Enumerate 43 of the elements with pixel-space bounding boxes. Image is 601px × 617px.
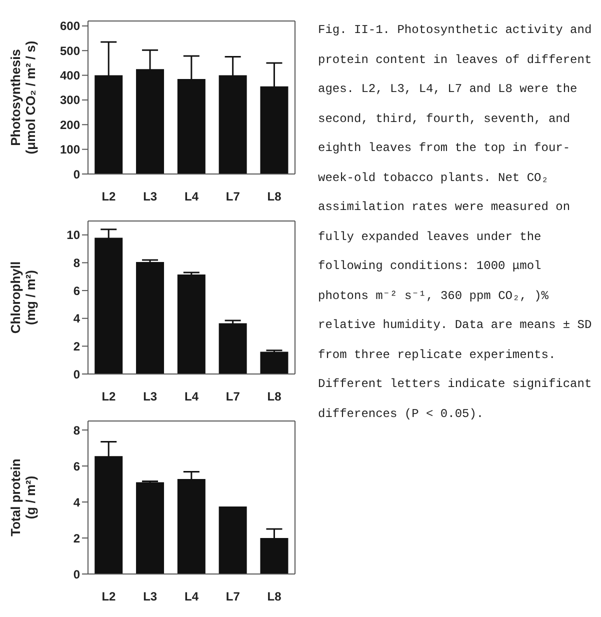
y-tick-label: 4 [73, 312, 80, 326]
x-tick-label: L2 [102, 190, 116, 204]
x-tick-label: L4 [184, 190, 199, 204]
bar [177, 274, 206, 374]
y-tick-label: 0 [73, 167, 80, 182]
y-tick-label: 200 [60, 118, 80, 132]
x-tick-label: L3 [143, 390, 158, 404]
y-tick-label: 2 [73, 531, 80, 546]
y-tick-label: 6 [73, 284, 80, 298]
bar [218, 323, 247, 374]
y-tick-label: 600 [60, 19, 80, 34]
x-tick-label: L3 [143, 190, 158, 204]
x-tick-label: L8 [267, 390, 282, 404]
x-tick-label: L4 [184, 390, 199, 404]
x-tick-label: L8 [267, 190, 282, 204]
y-tick-label: 300 [60, 93, 80, 108]
bar [136, 482, 164, 574]
x-tick-label: L8 [267, 590, 282, 604]
y-tick-label: 6 [73, 459, 80, 474]
y-axis-title: Photosynthesis (μmol CO₂ / m² / s) [8, 40, 38, 154]
y-tick-label: 0 [73, 567, 80, 582]
y-tick-label: 8 [73, 256, 80, 270]
y-tick-label: 4 [73, 495, 80, 510]
y-tick-label: 0 [73, 367, 80, 382]
bar [260, 352, 288, 374]
y-tick-label: 2 [73, 339, 80, 354]
y-tick-label: 10 [66, 228, 80, 242]
y-axis-title: Chlorophyll (mg / m²) [8, 261, 38, 334]
y-axis-title: Total protein (g / m²) [8, 458, 38, 536]
text: Fig. II-1. Photosynthetic activity and protein content in leaves of different ages. L2, L3, L4, L7 and L8 were the second, third, fourth, seventh, and eighth leaves from the top in four-week-old tobacco plants. Net CO₂ assimilation rates were measured on fully expanded leaves under the following conditions: 1000 μmol photons m⁻² s⁻¹, 360 ppm CO₂, )% relative humidity. Data are means ± SD from three replicate experiments. Different letters indicate significant differences (P < 0.05). [318, 23, 592, 420]
bar [136, 262, 164, 374]
bar [218, 506, 247, 574]
y-tick-label: 8 [73, 423, 80, 438]
x-tick-label: L2 [102, 390, 116, 404]
y-tick-label: 400 [60, 68, 80, 83]
y-tick-label: 100 [60, 142, 80, 157]
x-tick-label: L2 [102, 590, 116, 604]
x-tick-label: L7 [226, 190, 240, 204]
x-tick-label: L7 [226, 390, 240, 404]
y-tick-label: 500 [60, 44, 80, 58]
x-tick-label: L4 [184, 590, 199, 604]
x-tick-label: L3 [143, 590, 158, 604]
x-tick-label: L7 [226, 590, 240, 604]
